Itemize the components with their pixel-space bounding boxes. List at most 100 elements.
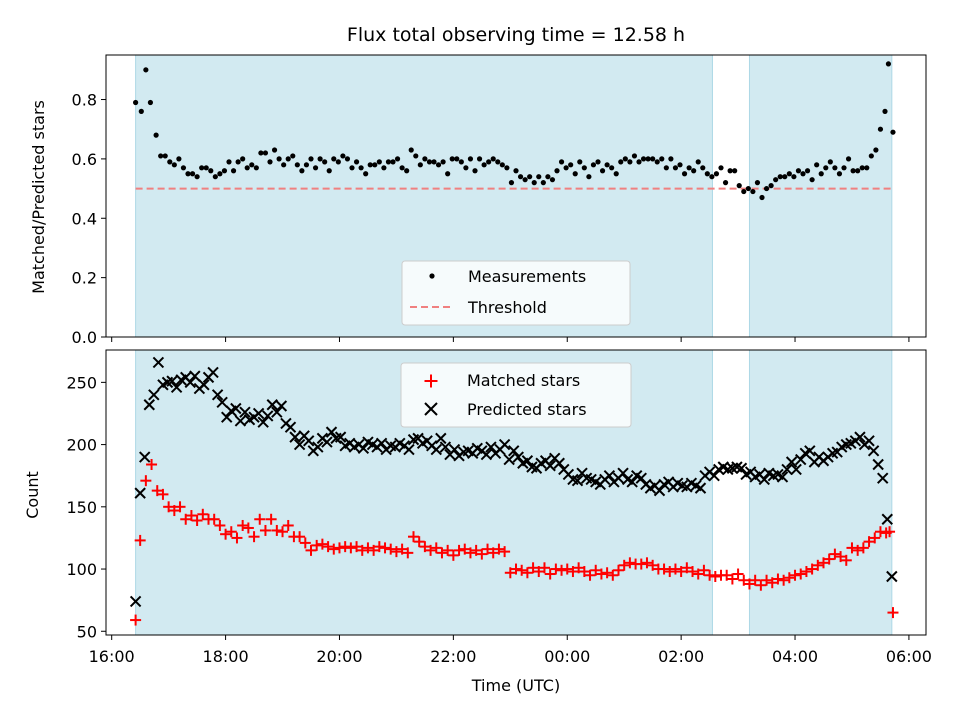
measurement-point: [326, 168, 332, 174]
measurement-point: [472, 168, 478, 174]
x-tick-label: 04:00: [772, 647, 818, 666]
legend-label-threshold: Threshold: [467, 298, 547, 317]
measurement-point: [841, 165, 847, 171]
predicted-star-point: [571, 474, 584, 487]
legend-marker-matched: [424, 374, 438, 388]
measurement-point: [312, 165, 319, 171]
matched-star-point: [328, 543, 340, 555]
measurement-point: [267, 159, 273, 165]
matched-star-point: [402, 547, 414, 559]
matched-star-point: [766, 577, 778, 589]
predicted-star-point: [152, 356, 165, 369]
measurement-point: [463, 165, 469, 171]
matched-star-point: [698, 564, 710, 576]
matched-star-point: [789, 569, 801, 581]
matched-star-points: [130, 458, 899, 626]
matched-star-point: [442, 544, 454, 556]
bottom-x-ticks: 16:00 18:00 20:00 22:00 00:00 02:00 04:00 06:00: [89, 635, 932, 666]
measurement-point: [659, 156, 665, 162]
predicted-star-point: [375, 437, 388, 450]
predicted-star-point: [275, 400, 288, 412]
measurement-point: [700, 165, 706, 171]
matched-star-point: [675, 566, 687, 578]
measurement-point: [504, 165, 510, 171]
matched-star-point: [806, 563, 818, 575]
matched-star-point: [299, 537, 311, 549]
matched-star-point: [294, 531, 306, 543]
measurement-point: [773, 177, 779, 183]
measurement-point: [226, 159, 232, 165]
matched-star-point: [225, 526, 237, 538]
measurement-point: [322, 159, 328, 165]
predicted-star-point: [790, 463, 802, 476]
top-legend: Measurements Threshold: [401, 260, 631, 326]
measurement-point: [818, 171, 824, 177]
matched-star-point: [220, 528, 232, 540]
matched-star-point: [191, 515, 203, 527]
measurement-point: [763, 185, 770, 192]
measurement-point: [691, 168, 697, 174]
measurement-point: [599, 168, 606, 174]
measurement-point: [609, 165, 615, 171]
measurement-point: [713, 171, 720, 177]
measurement-point: [882, 108, 888, 114]
matched-star-point: [396, 543, 408, 555]
matched-star-point: [647, 559, 659, 571]
matched-star-point: [157, 488, 169, 500]
shaded-interval-2: [748, 54, 893, 338]
predicted-star-point: [143, 399, 155, 411]
measurement-point: [404, 168, 410, 174]
measurement-point: [631, 153, 638, 159]
bottom-y-axis-label: Count: [23, 471, 42, 519]
measurement-point: [176, 156, 182, 162]
top-panel: 0.0 0.2 0.4 0.6 0.8 Flux total observing tim…: [29, 24, 927, 347]
matched-star-point: [316, 538, 328, 550]
measurement-point: [508, 180, 515, 186]
measurement-point: [786, 171, 792, 177]
matched-star-point: [322, 541, 334, 553]
matched-star-point: [749, 574, 761, 586]
measurement-point: [577, 159, 583, 165]
predicted-star-point: [448, 443, 461, 456]
predicted-star-point: [293, 438, 306, 451]
measurement-point: [540, 180, 546, 186]
measurement-point: [390, 159, 396, 165]
legend-marker-measurements: [429, 273, 435, 279]
bottom-legend-box: [400, 362, 632, 428]
measurement-point: [495, 159, 501, 165]
measurement-point: [385, 159, 392, 165]
measurement-point: [435, 162, 442, 168]
measurement-point: [686, 165, 692, 171]
measurement-point: [750, 188, 756, 195]
measurement-point: [294, 162, 300, 168]
predicted-star-point: [863, 435, 875, 447]
predicted-star-point: [321, 436, 333, 448]
y-tick-label: 0.8: [72, 91, 97, 110]
matched-star-point: [840, 554, 852, 566]
x-tick-label: 00:00: [544, 647, 590, 666]
measurement-point: [331, 156, 337, 162]
measurement-point: [640, 156, 647, 162]
predicted-star-point: [877, 472, 889, 484]
bottom-panel: 50 100 150 200 250 16:00 18:00 20:00 22:00 00:00…: [23, 349, 932, 695]
legend-marker-predicted: [424, 402, 438, 416]
matched-star-point: [818, 557, 829, 569]
measurement-point: [417, 162, 423, 168]
measurement-point: [413, 153, 419, 159]
matched-star-point: [254, 513, 266, 525]
matched-star-point: [282, 519, 294, 531]
measurement-point: [199, 165, 205, 171]
measurement-point: [153, 132, 159, 138]
matched-star-point: [823, 553, 835, 565]
measurement-point: [399, 165, 405, 171]
matched-star-point: [436, 547, 448, 559]
measurement-point: [754, 180, 761, 186]
measurement-point: [581, 165, 587, 171]
measurement-point: [554, 168, 560, 174]
matched-star-point: [795, 568, 807, 580]
matched-star-point: [453, 544, 465, 556]
measurement-point: [276, 156, 282, 162]
measurement-point: [517, 174, 524, 180]
matched-star-point: [829, 548, 841, 560]
